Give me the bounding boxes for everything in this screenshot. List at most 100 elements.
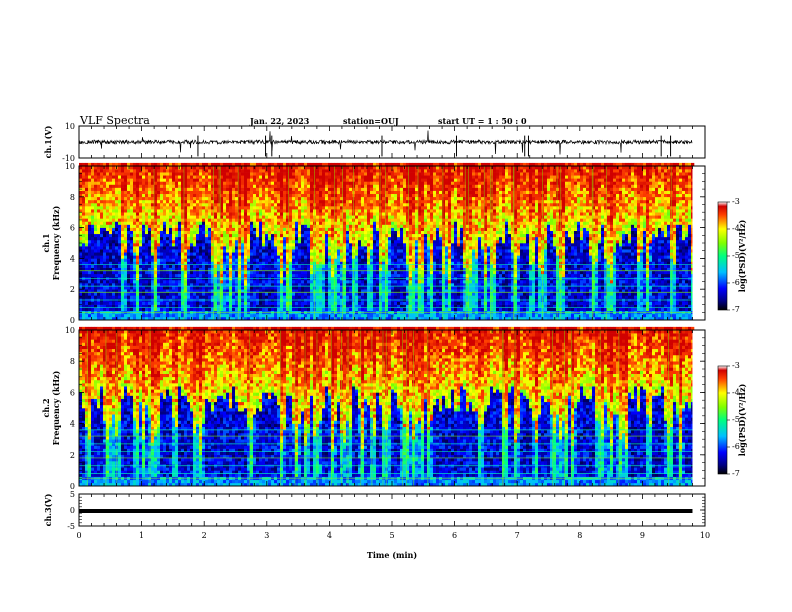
spectrogram-cell bbox=[232, 236, 236, 241]
spectrogram-cell bbox=[286, 239, 290, 244]
spectrogram-cell bbox=[169, 273, 173, 278]
spectrogram-cell bbox=[235, 175, 239, 179]
spectrogram-cell bbox=[91, 246, 95, 250]
spectrogram-cell bbox=[355, 184, 359, 188]
spectrogram-cell bbox=[130, 175, 134, 179]
spectrogram-cell bbox=[163, 292, 167, 296]
spectrogram-cell bbox=[331, 184, 335, 188]
spectrogram-cell bbox=[157, 221, 161, 225]
spectrogram-cell bbox=[205, 273, 209, 278]
spectrogram-cell bbox=[97, 313, 101, 318]
spectrogram-cell bbox=[166, 230, 170, 235]
spectrogram-cell bbox=[292, 236, 296, 241]
spectrogram-cell bbox=[307, 283, 311, 287]
spectrogram-cell bbox=[145, 206, 149, 210]
spectrogram-cell bbox=[298, 218, 302, 222]
spectrogram-cell bbox=[136, 243, 140, 247]
spectrogram-cell bbox=[109, 184, 113, 188]
spectrogram-cell bbox=[304, 215, 308, 219]
spectrogram-cell bbox=[163, 187, 167, 191]
spectrogram-cell bbox=[97, 187, 101, 191]
spectrogram-cell bbox=[82, 307, 86, 312]
spectrogram-cell bbox=[247, 270, 251, 275]
spectrogram-cell bbox=[178, 313, 182, 318]
spectrogram-cell bbox=[280, 215, 284, 219]
spectrogram-cell bbox=[316, 187, 320, 191]
spectrogram-cell bbox=[133, 301, 137, 305]
spectrogram-cell bbox=[235, 261, 239, 265]
spectrogram-cell bbox=[136, 169, 140, 173]
spectrogram-cell bbox=[190, 295, 194, 299]
spectrogram-cell bbox=[88, 246, 92, 250]
spectrogram-cell bbox=[115, 190, 119, 195]
spectrogram-cell bbox=[289, 187, 293, 191]
spectrogram-cell bbox=[268, 239, 272, 244]
spectrogram-cell bbox=[190, 307, 194, 312]
spectrogram-cell bbox=[175, 267, 179, 272]
spectrogram-cell bbox=[97, 175, 101, 179]
spectrogram-cell bbox=[100, 221, 104, 225]
spectrogram-cell bbox=[220, 313, 224, 318]
spectrogram-cell bbox=[196, 215, 200, 219]
spectrogram-cell bbox=[136, 313, 140, 318]
spectrogram-cell bbox=[145, 267, 149, 272]
spectrogram-cell bbox=[223, 252, 227, 256]
spectrogram-cell bbox=[166, 295, 170, 299]
spectrogram-cell bbox=[289, 252, 293, 256]
spectrogram-cell bbox=[103, 273, 107, 278]
spectrogram-cell bbox=[205, 190, 209, 195]
spectrogram-cell bbox=[190, 236, 194, 241]
spectrogram-cell bbox=[361, 255, 365, 259]
spectrogram-cell bbox=[145, 279, 149, 284]
spectrogram-cell bbox=[343, 181, 347, 185]
spectrogram-cell bbox=[121, 246, 125, 250]
spectrogram-cell bbox=[130, 221, 134, 225]
spectrogram-cell bbox=[214, 162, 218, 167]
spectrogram-cell bbox=[298, 252, 302, 256]
spectrogram-cell bbox=[121, 255, 125, 259]
spectrogram-cell bbox=[349, 270, 353, 275]
spectrogram-cell bbox=[97, 196, 101, 201]
spectrogram-cell bbox=[178, 255, 182, 259]
spectrogram-cell bbox=[283, 246, 287, 250]
spectrogram-cell bbox=[217, 316, 221, 321]
spectrogram-cell bbox=[238, 246, 242, 250]
spectrogram-cell bbox=[298, 162, 302, 167]
spectrogram-cell bbox=[103, 184, 107, 188]
spectrogram-cell bbox=[127, 206, 131, 210]
spectrogram-cell bbox=[130, 236, 134, 241]
spectrogram-cell bbox=[160, 255, 164, 259]
spectrogram-cell bbox=[262, 202, 266, 207]
spectrogram-cell bbox=[223, 233, 227, 238]
spectrogram-cell bbox=[142, 202, 146, 207]
spectrogram-cell bbox=[94, 270, 98, 275]
spectrogram-cell bbox=[286, 221, 290, 225]
spectrogram-cell bbox=[142, 246, 146, 250]
spectrogram-cell bbox=[205, 243, 209, 247]
spectrogram-cell bbox=[256, 187, 260, 191]
spectrogram-cell bbox=[148, 218, 152, 222]
spectrogram-cell bbox=[145, 172, 149, 176]
spectrogram-cell bbox=[235, 233, 239, 238]
spectrogram-cell bbox=[289, 218, 293, 222]
spectrogram-cell bbox=[82, 206, 86, 210]
spectrogram-cell bbox=[322, 184, 326, 188]
spectrogram-cell bbox=[211, 181, 215, 185]
spectrogram-cell bbox=[268, 221, 272, 225]
spectrogram-cell bbox=[259, 316, 263, 321]
spectrogram-cell bbox=[286, 289, 290, 293]
spectrogram-cell bbox=[103, 239, 107, 244]
spectrogram-cell bbox=[175, 199, 179, 204]
spectrogram-cell bbox=[268, 206, 272, 210]
spectrogram-cell bbox=[346, 169, 350, 173]
spectrogram-cell bbox=[142, 313, 146, 318]
spectrogram-cell bbox=[208, 233, 212, 238]
spectrogram-cell bbox=[349, 243, 353, 247]
spectrogram-cell bbox=[334, 267, 338, 272]
spectrogram-cell bbox=[160, 270, 164, 275]
spectrogram-cell bbox=[319, 215, 323, 219]
spectrogram-cell bbox=[187, 196, 191, 201]
spectrogram-cell bbox=[79, 178, 83, 182]
spectrogram-cell bbox=[280, 307, 284, 312]
spectrogram-cell bbox=[289, 243, 293, 247]
